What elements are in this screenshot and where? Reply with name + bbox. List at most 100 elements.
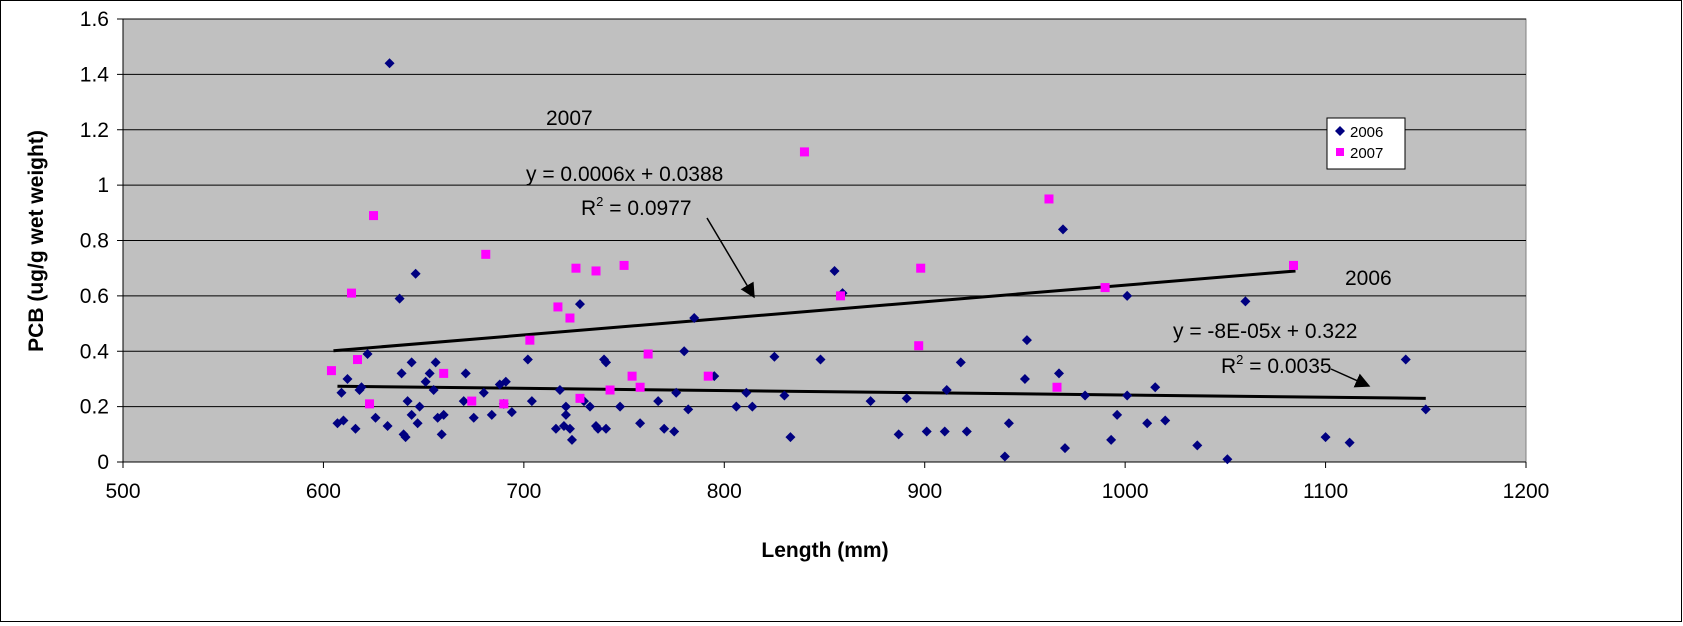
point-2007 [1052,382,1062,392]
x-axis-ticks: 500 600 700 800 900 1000 1100 1200 [105,461,1550,503]
point-2006 [741,387,752,398]
point-2007 [627,371,637,381]
point-2006 [593,423,604,434]
point-2006 [1106,434,1117,445]
arrow-2007 [706,217,755,299]
point-2006 [428,385,439,396]
trendlines [333,269,1426,400]
y-tick-label: 1.6 [80,8,109,31]
x-tick-label: 1000 [1102,480,1149,503]
y-tick-label: 1 [97,174,109,197]
point-2007 [591,266,601,276]
point-2007 [353,355,363,365]
point-2006 [669,426,680,437]
point-2007 [1100,283,1110,293]
point-2007 [703,371,713,381]
r2-2007-value: = 0.0977 [603,197,691,220]
y-tick-label: 0.2 [80,396,109,419]
point-2006 [941,385,952,396]
point-2006 [829,265,840,276]
r2-2006-value: = 0.0035 [1243,355,1331,378]
legend-2006-label: 2006 [1350,124,1383,141]
trendline-2007-equation: y = 0.0006x + 0.0388 [526,163,723,186]
x-tick-label: 600 [306,480,341,503]
point-2007 [553,302,563,312]
point-2007 [565,313,575,323]
point-2006 [436,429,447,440]
point-2006 [550,423,561,434]
r2-2006-prefix: R [1221,355,1236,378]
point-2007 [571,263,581,273]
point-2007 [369,211,379,221]
point-2006 [901,393,912,404]
r2-2007-superscript: 2 [596,194,603,209]
point-2006 [635,418,646,429]
point-2006 [689,313,700,324]
point-2007 [635,382,645,392]
point-2006 [731,401,742,412]
point-2006 [406,409,417,420]
legend-2007-label: 2007 [1350,145,1383,162]
point-2007 [799,147,809,157]
trendline-2007-r2: R2 = 0.0977 [581,194,692,220]
point-2006 [1021,335,1032,346]
point-2006 [1122,390,1133,401]
trendline-2006 [337,384,1426,400]
point-2006 [1060,443,1071,454]
point-2006 [424,368,435,379]
point-2006 [506,407,517,418]
point-2006 [769,351,780,362]
point-2006 [526,396,537,407]
point-2006 [400,432,411,443]
trendline-2006-label: 2006 [1345,267,1392,290]
r2-2006-superscript: 2 [1236,352,1243,367]
point-2007 [1289,260,1299,270]
point-2006 [1420,404,1431,415]
point-2007 [467,396,477,406]
point-2006 [747,401,758,412]
point-2006 [406,357,417,368]
point-2006 [414,401,425,412]
point-2006 [1054,368,1065,379]
point-2007 [1044,194,1054,204]
point-2006 [350,423,361,434]
point-2006 [522,354,533,365]
trendline-2006-equation: y = -8E-05x + 0.322 [1173,320,1357,343]
point-2006 [893,429,904,440]
point-2007 [575,393,585,403]
y-tick-label: 1.4 [80,63,110,86]
legend-2007-marker [1336,148,1344,156]
point-2006 [679,346,690,357]
point-2007 [499,399,509,409]
x-tick-label: 1200 [1503,480,1550,503]
x-tick-label: 900 [907,480,942,503]
point-2006 [1003,418,1014,429]
point-2006 [961,426,972,437]
point-2006 [410,268,421,279]
point-2006 [566,434,577,445]
point-2006 [402,396,413,407]
x-tick-label: 700 [506,480,541,503]
legend: 2006 2007 [1326,117,1406,170]
point-2007 [916,263,926,273]
point-2006 [478,387,489,398]
point-2006 [1400,354,1411,365]
y-axis-ticks: 0 0.2 0.4 0.6 0.8 1 1.2 1.4 1.6 [80,8,124,474]
point-2006 [659,423,670,434]
point-2006 [785,432,796,443]
point-2006 [939,426,950,437]
legend-2006-marker [1335,126,1345,136]
y-tick-label: 1.2 [80,119,109,142]
trendline-2007 [333,269,1296,353]
r2-2007-prefix: R [581,197,596,220]
point-2006 [671,387,682,398]
point-2006 [338,415,349,426]
point-2006 [430,357,441,368]
point-2006 [438,409,449,420]
point-2006 [468,412,479,423]
point-2007 [836,291,846,301]
point-2006 [396,368,407,379]
trendline-2006-r2: R2 = 0.0035 [1221,352,1332,378]
